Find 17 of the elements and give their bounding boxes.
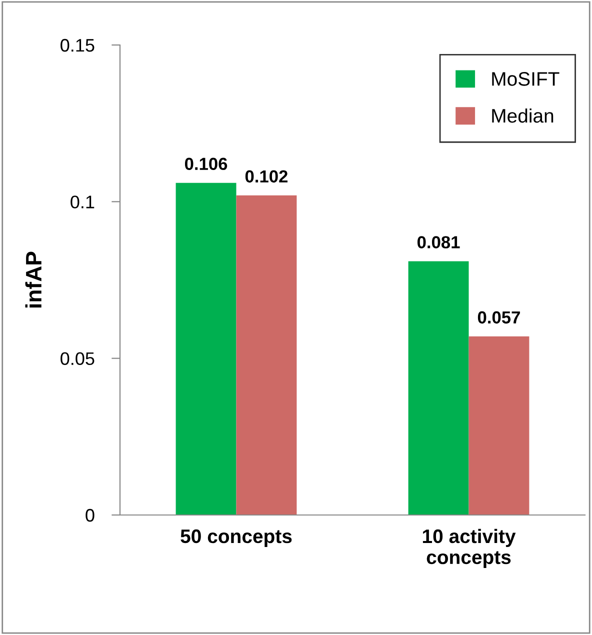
x-tick-label: 10 activity concepts [422,528,516,568]
y-axis-title: infAP [25,252,42,308]
legend-label: Median [492,108,554,123]
y-tick-label: 0 [86,508,94,522]
bar [176,182,236,515]
data-label: 0.102 [245,170,288,183]
data-label: 0.106 [184,158,228,170]
x-tick-label: 50 concepts [180,529,292,548]
y-tick-label: 0.15 [60,38,94,52]
legend-label: MoSIFT [492,72,560,86]
bar [468,336,530,515]
data-label: 0.081 [417,236,460,248]
y-tick-label: 0.05 [60,352,94,366]
bar [236,195,297,515]
data-label: 0.057 [478,311,520,324]
y-tick-label: 0.1 [70,196,94,208]
bar [408,261,469,515]
